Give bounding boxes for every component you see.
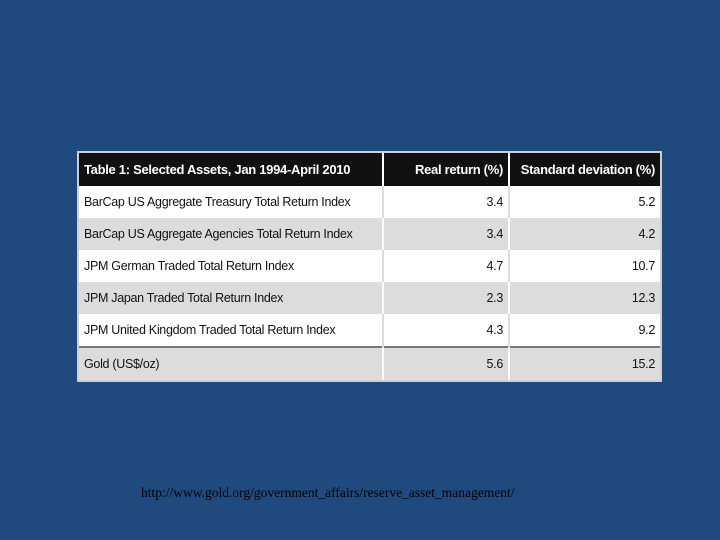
std-deviation-value: 15.2	[508, 345, 660, 380]
real-return-value: 5.6	[382, 345, 509, 380]
table-row: Gold (US$/oz) 5.6 15.2	[79, 345, 660, 380]
table-row: BarCap US Aggregate Agencies Total Retur…	[79, 217, 660, 250]
std-deviation-value: 5.2	[508, 186, 660, 218]
source-link[interactable]: http://www.gold.org/government_affairs/r…	[141, 485, 515, 500]
real-return-value: 3.4	[382, 186, 509, 218]
table-row: BarCap US Aggregate Treasury Total Retur…	[79, 186, 660, 218]
real-return-value: 3.4	[382, 217, 509, 250]
asset-name: JPM German Traded Total Return Index	[79, 249, 383, 282]
std-deviation-value: 10.7	[508, 249, 660, 282]
asset-name: BarCap US Aggregate Treasury Total Retur…	[79, 186, 383, 218]
table-row: JPM United Kingdom Traded Total Return I…	[79, 313, 660, 347]
asset-name: JPM Japan Traded Total Return Index	[79, 281, 383, 314]
std-deviation-value: 9.2	[508, 313, 660, 347]
asset-name: BarCap US Aggregate Agencies Total Retur…	[79, 217, 383, 250]
assets-table: Table 1: Selected Assets, Jan 1994-April…	[79, 153, 660, 380]
real-return-value: 4.3	[382, 313, 509, 347]
table-row: JPM Japan Traded Total Return Index 2.3 …	[79, 281, 660, 314]
real-return-value: 2.3	[382, 281, 509, 314]
asset-name: JPM United Kingdom Traded Total Return I…	[79, 313, 383, 347]
asset-name: Gold (US$/oz)	[79, 345, 383, 380]
table-header-row: Table 1: Selected Assets, Jan 1994-April…	[79, 153, 660, 186]
std-deviation-header: Standard deviation (%)	[508, 153, 660, 186]
real-return-header: Real return (%)	[382, 153, 509, 186]
std-deviation-value: 12.3	[508, 281, 660, 314]
table-title-header: Table 1: Selected Assets, Jan 1994-April…	[79, 153, 383, 186]
std-deviation-value: 4.2	[508, 217, 660, 250]
table-row: JPM German Traded Total Return Index 4.7…	[79, 249, 660, 282]
real-return-value: 4.7	[382, 249, 509, 282]
assets-table-container: Table 1: Selected Assets, Jan 1994-April…	[77, 151, 662, 382]
